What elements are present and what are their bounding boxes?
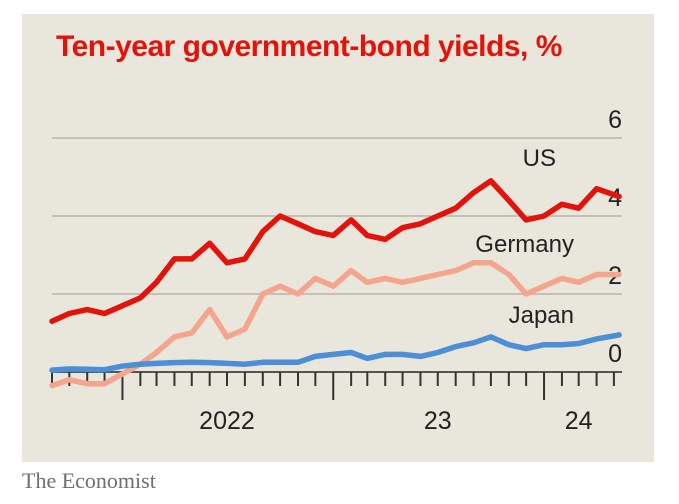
series-label-germany: Germany (475, 231, 574, 258)
series-line-us (49, 178, 622, 325)
x-tick-label: 23 (424, 407, 452, 435)
chart-title: Ten-year government-bond yields, % (56, 30, 562, 63)
series-label-us: US (523, 145, 556, 172)
series-label-japan: Japan (509, 302, 574, 329)
brand-footer: The Economist (22, 468, 156, 493)
y-tick-label: 6 (608, 106, 622, 134)
x-tick-label: 24 (565, 407, 593, 435)
y-tick-label: 0 (608, 340, 622, 368)
chart-panel (22, 14, 654, 462)
x-tick-label: 2022 (199, 407, 255, 435)
series-line-japan (49, 332, 622, 373)
series-line-germany (49, 260, 622, 389)
